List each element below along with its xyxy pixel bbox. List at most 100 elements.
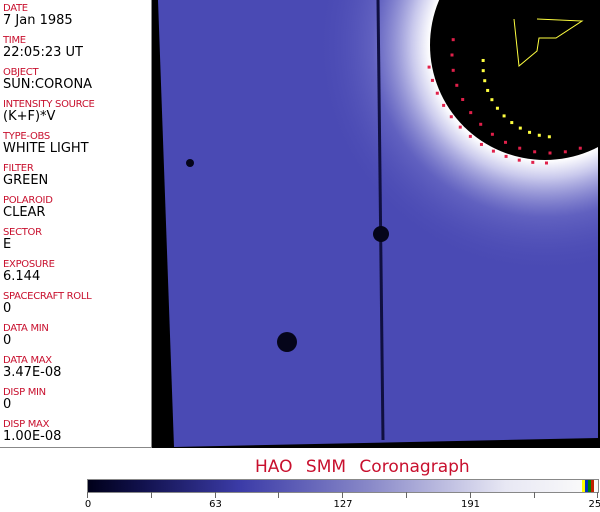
colorbar-tick [87,492,88,498]
marker [563,150,567,154]
field-label: SECTOR [3,227,42,238]
marker [451,68,455,72]
colorbar-tick-label: 255 [588,499,600,510]
marker [490,98,494,102]
field-polaroid: POLAROID CLEAR [3,195,53,220]
field-value: (K+F)*V [3,109,56,124]
field-data-min: DATA MIN 0 [3,323,49,348]
marker [502,114,506,118]
colorbar-tick [342,492,344,498]
coronagraph-image [152,0,600,448]
field-value: 0 [3,397,12,412]
marker [469,111,473,115]
marker [531,160,535,164]
colorbar-tick-label: 191 [460,499,481,510]
field-disp-max: DISP MAX 1.00E-08 [3,419,61,444]
colorbar-tick-label: 0 [84,499,92,510]
field-label: DATA MIN [3,323,49,334]
colorbar-tick [214,492,216,498]
marker [491,149,495,153]
dark-spot [373,226,389,242]
field-object: OBJECT SUN:CORONA [3,67,92,92]
colorbar-tick-label: 127 [333,499,353,510]
marker [451,38,455,42]
field-value: CLEAR [3,205,46,220]
field-data-max: DATA MAX 3.47E-08 [3,355,61,380]
chart-title: HAO SMM Coronagraph [255,457,470,477]
header-info-panel [0,0,152,448]
occulting-disk [430,0,600,160]
marker [449,115,453,119]
field-value: 3.47E-08 [3,365,62,380]
dark-spot [277,332,297,352]
marker [435,91,439,95]
colorbar-tick [406,492,407,498]
marker [517,158,521,162]
marker [528,130,532,134]
field-label: TYPE-OBS [3,131,50,142]
field-value: 6.144 [3,269,41,284]
field-value: GREEN [3,173,49,188]
field-value: SUN:CORONA [3,77,93,92]
field-value: 22:05:23 UT [3,45,83,60]
field-exposure: EXPOSURE 6.144 [3,259,55,284]
field-label: DATE [3,3,28,14]
field-value: 0 [3,301,12,316]
colorbar [87,479,599,493]
marker [461,97,465,101]
field-type-obs: TYPE-OBS WHITE LIGHT [3,131,89,156]
marker [442,103,446,107]
marker [504,154,508,158]
marker [578,146,582,150]
field-label: INTENSITY SOURCE [3,99,95,110]
colorbar-tick [150,492,152,498]
field-label: OBJECT [3,67,39,78]
marker [504,140,508,144]
marker [486,88,490,92]
marker [468,134,472,138]
field-disp-min: DISP MIN 0 [3,387,46,412]
marker [455,83,459,87]
marker [510,121,514,125]
field-intensity-source: INTENSITY SOURCE (K+F)*V [3,99,95,124]
colorbar-tick [469,492,471,498]
field-time: TIME 22:05:23 UT [3,35,83,60]
marker [479,142,483,146]
occulter-pylon [376,0,385,441]
field-label: FILTER [3,163,34,174]
colorbar-tick [278,492,280,498]
field-label: DATA MAX [3,355,52,366]
marker [547,135,551,139]
field-sector: SECTOR E [3,227,42,252]
colorbar-tick-label: 63 [209,499,222,510]
sector-outline [513,18,584,67]
grid-markers [427,38,582,165]
marker [544,161,548,165]
marker [483,79,487,83]
marker [490,132,494,136]
marker [458,125,462,129]
field-value: 7 Jan 1985 [3,13,73,28]
marker [537,133,541,137]
dark-spot [186,159,194,167]
field-label: EXPOSURE [3,259,55,270]
field-label: DISP MIN [3,387,46,398]
field-value: 0 [3,333,12,348]
marker [427,65,431,69]
colorbar-tick [597,492,599,498]
colorbar-tick [533,492,535,498]
marker [548,151,552,155]
marker [430,78,434,82]
marker [533,150,537,154]
field-label: POLAROID [3,195,53,206]
marker [481,58,485,62]
field-filter: FILTER GREEN [3,163,48,188]
field-label: TIME [3,35,26,46]
field-label: DISP MAX [3,419,50,430]
field-label: SPACECRAFT ROLL [3,291,92,302]
marker [495,106,499,110]
marker [450,53,454,57]
marker [518,146,522,150]
field-spacecraft-roll: SPACECRAFT ROLL 0 [3,291,92,316]
marker [479,122,483,126]
